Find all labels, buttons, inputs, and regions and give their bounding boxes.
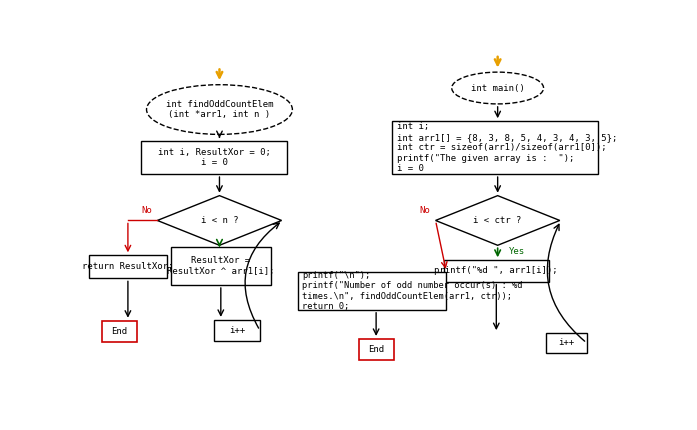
FancyBboxPatch shape (102, 321, 137, 342)
Text: printf("\n");
printf("Number of odd number occur(s) : %d
times.\n", findOddCount: printf("\n"); printf("Number of odd numb… (302, 271, 523, 311)
Text: End: End (368, 345, 384, 354)
Text: return ResultXor;: return ResultXor; (82, 262, 174, 271)
Text: No: No (141, 206, 152, 215)
FancyBboxPatch shape (358, 339, 394, 360)
Text: int i;
int arr1[] = {8, 3, 8, 5, 4, 3, 4, 3, 5};
int ctr = sizeof(arr1)/sizeof(a: int i; int arr1[] = {8, 3, 8, 5, 4, 3, 4… (397, 122, 617, 173)
FancyBboxPatch shape (89, 255, 167, 278)
Text: No: No (420, 206, 430, 215)
Text: Yes: Yes (230, 247, 247, 256)
Text: End: End (112, 327, 128, 336)
FancyBboxPatch shape (298, 272, 446, 310)
FancyBboxPatch shape (141, 141, 287, 174)
Text: i < ctr ?: i < ctr ? (473, 216, 522, 225)
Text: int findOddCountElem
(int *arr1, int n ): int findOddCountElem (int *arr1, int n ) (166, 100, 273, 119)
Text: int i, ResultXor = 0;
i = 0: int i, ResultXor = 0; i = 0 (158, 148, 270, 167)
Text: i++: i++ (558, 338, 574, 347)
Text: i < n ?: i < n ? (201, 216, 238, 225)
FancyBboxPatch shape (214, 320, 260, 341)
FancyBboxPatch shape (444, 260, 549, 282)
Text: ResultXor =
ResultXor ^ arr1[i];: ResultXor = ResultXor ^ arr1[i]; (167, 256, 275, 276)
Text: printf("%d ", arr1[i]);: printf("%d ", arr1[i]); (434, 267, 558, 276)
Text: Yes: Yes (509, 247, 525, 256)
FancyBboxPatch shape (171, 247, 270, 285)
FancyBboxPatch shape (546, 333, 587, 353)
FancyBboxPatch shape (392, 121, 597, 174)
Text: i++: i++ (229, 326, 245, 335)
Text: int main(): int main() (470, 83, 525, 92)
